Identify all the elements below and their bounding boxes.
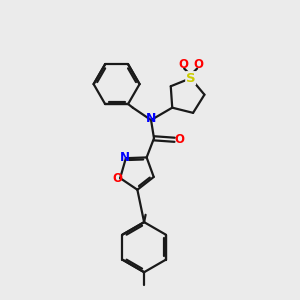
Text: N: N — [119, 151, 129, 164]
Text: O: O — [178, 58, 188, 71]
Text: N: N — [146, 112, 156, 125]
Text: O: O — [193, 58, 203, 71]
Text: O: O — [174, 133, 184, 146]
Text: O: O — [113, 172, 123, 184]
Text: S: S — [186, 72, 196, 85]
